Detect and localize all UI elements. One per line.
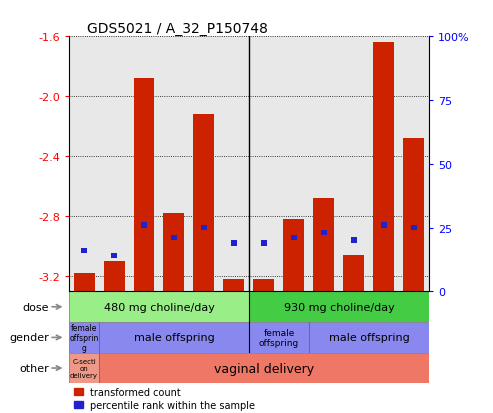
Bar — [164, 214, 184, 292]
Bar — [219, 37, 249, 292]
Legend: transformed count, percentile rank within the sample: transformed count, percentile rank withi… — [74, 387, 255, 410]
Bar — [69, 322, 99, 353]
Bar — [339, 37, 369, 292]
Bar — [309, 37, 339, 292]
Text: female
offspring: female offspring — [259, 328, 299, 347]
Bar — [159, 37, 189, 292]
Bar — [73, 274, 95, 292]
Bar — [381, 223, 387, 228]
Bar — [231, 240, 237, 246]
Bar — [309, 322, 429, 353]
Bar — [189, 37, 219, 292]
Bar — [171, 235, 177, 241]
Text: 480 mg choline/day: 480 mg choline/day — [104, 302, 214, 312]
Bar — [351, 238, 357, 243]
Bar — [249, 322, 309, 353]
Bar — [201, 225, 208, 230]
Text: vaginal delivery: vaginal delivery — [214, 362, 314, 375]
Bar — [320, 230, 327, 236]
Bar — [134, 79, 154, 292]
Bar — [314, 199, 334, 292]
Bar — [249, 292, 429, 322]
Bar — [399, 37, 429, 292]
Bar — [411, 225, 417, 230]
Bar — [290, 235, 297, 241]
Bar — [69, 292, 249, 322]
Text: male offspring: male offspring — [328, 332, 409, 342]
Bar — [99, 37, 129, 292]
Text: gender: gender — [9, 332, 49, 342]
Bar — [99, 322, 249, 353]
Bar — [69, 37, 99, 292]
Bar — [249, 37, 279, 292]
Text: dose: dose — [23, 302, 49, 312]
Bar — [81, 248, 87, 254]
Text: C-secti
on
delivery: C-secti on delivery — [70, 358, 98, 378]
Bar — [369, 37, 399, 292]
Text: 930 mg choline/day: 930 mg choline/day — [283, 302, 394, 312]
Bar — [373, 43, 394, 292]
Bar — [193, 115, 214, 292]
Bar — [110, 253, 117, 259]
Bar — [141, 223, 147, 228]
Bar — [403, 139, 424, 292]
Bar — [253, 280, 275, 292]
Text: other: other — [20, 363, 49, 373]
Bar — [69, 353, 99, 383]
Bar — [223, 280, 245, 292]
Bar — [104, 262, 125, 292]
Text: male offspring: male offspring — [134, 332, 214, 342]
Bar — [129, 37, 159, 292]
Text: GDS5021 / A_32_P150748: GDS5021 / A_32_P150748 — [87, 22, 268, 36]
Bar — [344, 256, 364, 292]
Text: female
offsprin
g: female offsprin g — [70, 323, 99, 352]
Bar — [283, 220, 305, 292]
Bar — [261, 240, 267, 246]
Bar — [279, 37, 309, 292]
